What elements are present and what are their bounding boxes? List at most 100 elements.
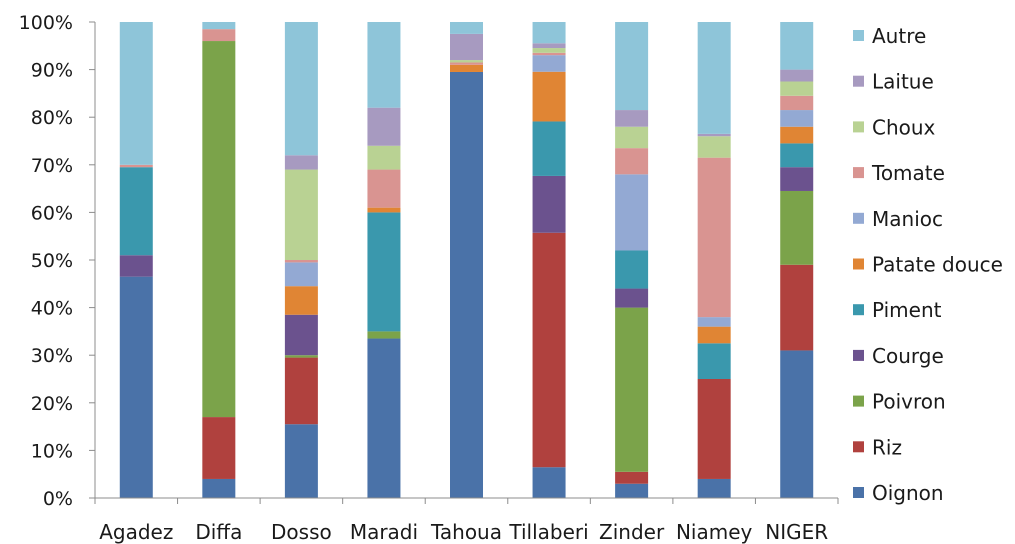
bar-segment-niger-autre <box>780 22 814 70</box>
legend-swatch <box>853 395 864 407</box>
x-tick-label: Agadez <box>99 520 173 544</box>
bar-segment-tillaberi-choux <box>532 48 566 53</box>
legend-swatch <box>853 258 864 270</box>
legend-label: Manioc <box>872 207 943 231</box>
legend-label: Piment <box>872 298 942 322</box>
bar-segment-diffa-autre <box>202 22 236 30</box>
bar-segment-tahoua-oignon <box>450 71 483 498</box>
legend-label: Courge <box>872 344 944 368</box>
bar-segment-niger-patate-douce <box>780 126 814 144</box>
legend-item-piment: Piment <box>853 298 942 322</box>
bar-segment-tillaberi-autre <box>532 22 566 44</box>
bar-segment-maradi-choux <box>367 145 401 170</box>
legend-label: Poivron <box>872 390 946 414</box>
bar-segment-tillaberi-patate-douce <box>532 71 566 122</box>
bar-segment-agadez-piment <box>119 167 153 256</box>
bar-segment-maradi-autre <box>367 22 401 108</box>
legend-item-autre: Autre <box>853 24 926 48</box>
bar-segment-tillaberi-oignon <box>532 467 566 498</box>
bar-segment-niger-laitue <box>780 69 814 82</box>
y-tick-label: 60% <box>31 202 73 224</box>
bar-segment-dosso-patate-douce <box>284 286 318 315</box>
legend-item-oignon: Oignon <box>853 481 944 505</box>
legend-item-courge: Courge <box>853 344 944 368</box>
legend-item-riz: Riz <box>853 435 902 459</box>
x-tick-label: Dosso <box>271 520 332 544</box>
bar-segment-dosso-oignon <box>284 424 318 498</box>
bar-segment-zinder-courge <box>615 288 649 308</box>
bar-segment-tillaberi-tomate <box>532 52 566 56</box>
bar-segment-maradi-patate-douce <box>367 207 401 213</box>
legend-item-patate-douce: Patate douce <box>853 253 1003 277</box>
bar-segment-maradi-poivron <box>367 331 401 339</box>
legend-swatch <box>853 121 864 133</box>
legend-label: Oignon <box>872 481 944 505</box>
bar-segment-diffa-poivron <box>202 41 236 418</box>
x-tick-label: Niamey <box>676 520 753 544</box>
bar-segment-zinder-tomate <box>615 148 649 175</box>
axes-layer: 0% 10% 20% 30% 40% 50% 60% 70% 80% 90% 100% Agadez D… <box>19 12 839 544</box>
bar-segment-zinder-poivron <box>615 307 649 472</box>
bar-segment-tillaberi-piment <box>532 121 566 176</box>
bar-segment-niamey-tomate <box>697 157 731 318</box>
legend-swatch <box>853 349 864 361</box>
bar-segment-agadez-tomate <box>119 164 153 168</box>
bar-segment-tahoua-patate-douce <box>450 64 483 72</box>
bar-stack-agadez <box>119 22 153 498</box>
legend-swatch <box>853 75 864 87</box>
bar-segment-tahoua-tomate <box>450 62 483 65</box>
bar-segment-diffa-oignon <box>202 478 236 498</box>
legend-label: Tomate <box>871 161 945 185</box>
bar-stack-diffa <box>202 22 236 498</box>
bar-segment-niamey-choux <box>697 136 731 158</box>
x-tick-label: Maradi <box>350 520 418 544</box>
legend-item-poivron: Poivron <box>853 390 946 414</box>
bar-stack-niger <box>780 22 814 498</box>
x-tick-label: Tillaberi <box>508 520 588 544</box>
x-tick-label: Tahoua <box>430 520 502 544</box>
y-tick-label: 80% <box>31 107 73 129</box>
y-tick-label: 50% <box>31 250 73 272</box>
bar-segment-zinder-laitue <box>615 110 649 127</box>
bar-segment-dosso-courge <box>284 314 318 356</box>
bar-segment-tillaberi-courge <box>532 175 566 233</box>
legend-label: Laitue <box>872 70 934 94</box>
bar-segment-maradi-piment <box>367 212 401 332</box>
bar-stack-niamey <box>697 22 731 498</box>
bar-segment-dosso-poivron <box>284 355 318 358</box>
y-tick-label: 40% <box>31 298 73 320</box>
bar-segment-agadez-autre <box>119 22 153 165</box>
x-tick-label: Zinder <box>599 520 665 544</box>
legend-swatch <box>853 212 864 224</box>
bar-segment-dosso-laitue <box>284 155 318 170</box>
legend-label: Autre <box>872 24 926 48</box>
y-tick-label: 0% <box>43 488 73 510</box>
bar-stack-tillaberi <box>532 22 566 498</box>
bar-segment-niger-piment <box>780 143 814 168</box>
bar-segment-zinder-choux <box>615 126 649 149</box>
bar-segment-maradi-tomate <box>367 169 401 208</box>
bar-segment-zinder-manioc <box>615 174 649 251</box>
bar-segment-niamey-laitue <box>697 133 731 137</box>
bar-layer <box>119 22 814 498</box>
bar-segment-agadez-courge <box>119 255 153 277</box>
legend-label: Riz <box>872 435 902 459</box>
bar-segment-tillaberi-manioc <box>532 55 566 72</box>
bar-segment-tillaberi-laitue <box>532 43 566 49</box>
legend-item-choux: Choux <box>853 115 936 139</box>
y-tick-label: 10% <box>31 440 73 462</box>
y-tick-label: 90% <box>31 60 73 82</box>
bar-segment-diffa-tomate <box>202 29 236 42</box>
bar-segment-niamey-oignon <box>697 478 731 498</box>
y-tick-label: 20% <box>31 393 73 415</box>
bar-segment-maradi-laitue <box>367 107 401 146</box>
legend-item-laitue: Laitue <box>853 70 934 94</box>
bar-segment-niger-manioc <box>780 110 814 127</box>
legend-item-tomate: Tomate <box>853 161 945 185</box>
bar-segment-dosso-riz <box>284 357 318 425</box>
bar-segment-maradi-oignon <box>367 338 401 498</box>
bar-segment-dosso-autre <box>284 22 318 156</box>
bar-segment-zinder-piment <box>615 250 649 289</box>
bar-segment-zinder-oignon <box>615 483 649 498</box>
